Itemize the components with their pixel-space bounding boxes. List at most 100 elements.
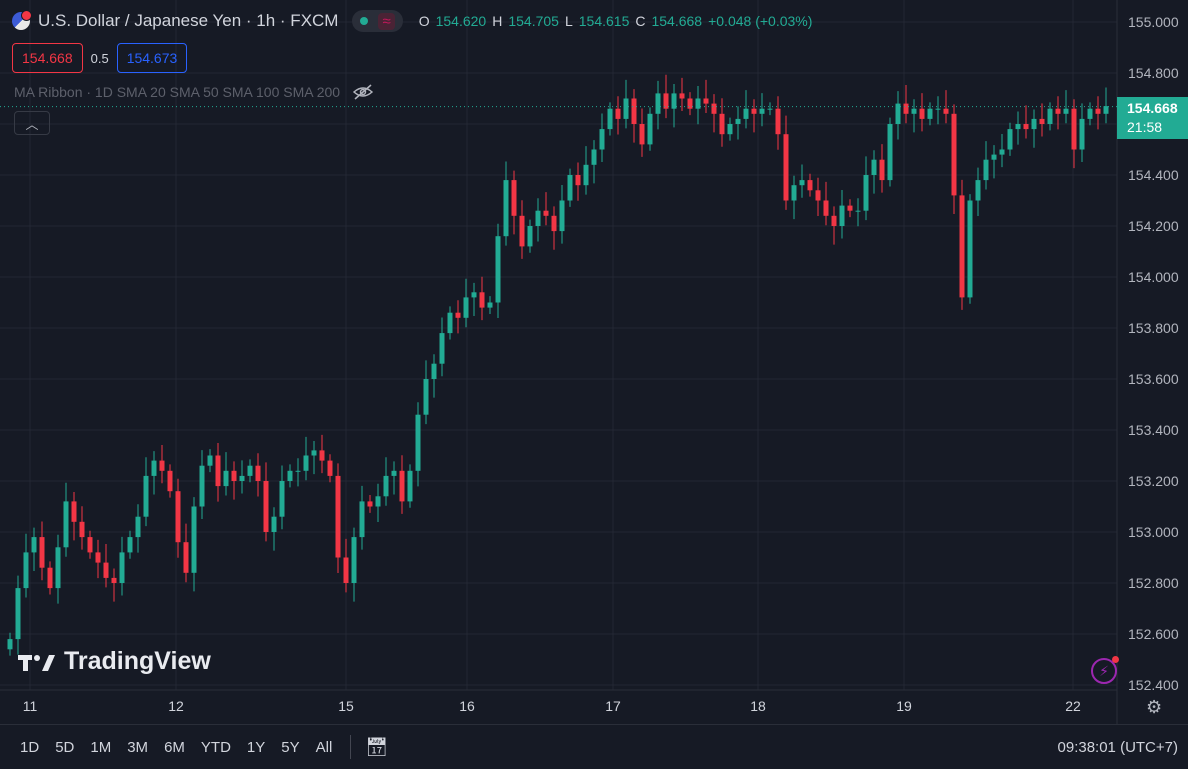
range-button-5d[interactable]: 5D [55,738,75,756]
candle [999,133,1005,168]
candle-body [887,124,893,181]
tradingview-logo[interactable]: TradingView [18,647,211,676]
candle-body [39,537,45,568]
candle-body [1103,106,1109,114]
candle-body [759,108,765,114]
bolt-icon[interactable]: ⚡ [1091,656,1119,684]
candle [519,200,525,259]
candle [7,632,13,656]
clock[interactable]: 09:38:01 (UTC+7) [1057,738,1178,756]
candle [447,306,453,340]
candle [831,206,837,245]
candle [311,440,317,475]
candle [239,460,245,494]
candle [839,190,845,239]
candle [175,478,181,558]
range-button-1m[interactable]: 1M [90,738,112,756]
candle [559,184,565,244]
candle [879,144,885,193]
candle-body [215,455,221,487]
candle [791,175,797,220]
candle [95,539,101,579]
candle-body [487,302,493,308]
candle [663,74,669,119]
candle-body [543,210,549,216]
candle [511,170,517,235]
ohlc-values: O 154.620 H 154.705 L 154.615 C 154.668 +0.0… [419,13,813,29]
candle-body [495,236,501,303]
collapse-legend-button[interactable]: ︿ [14,111,50,135]
candle-body [287,470,293,481]
candle-body [103,562,109,578]
candle-body [831,215,837,226]
buy-button[interactable]: 154.673 [116,43,188,73]
range-button-5y[interactable]: 5Y [281,738,300,756]
range-button-1y[interactable]: 1Y [246,738,266,756]
candle-body [391,470,397,476]
candle-body [559,200,565,232]
eye-hidden-icon[interactable] [352,84,374,100]
close-value: 154.668 [651,13,703,29]
wave-icon: ≈ [378,12,395,30]
time-tick-label: 22 [1065,698,1081,714]
range-button-ytd[interactable]: YTD [200,738,231,756]
calendar-icon[interactable]: 📅︎ [365,736,389,757]
time-axis[interactable]: 11 12 15 16 17 18 19 22 [23,698,1081,714]
candle-body [367,501,373,507]
candle-body [303,455,309,471]
candle [463,278,469,328]
candle [63,482,69,557]
candle [679,77,685,111]
candle [143,457,149,527]
candle [455,300,461,334]
candle-body [423,379,429,415]
indicator-legend[interactable]: MA Ribbon · 1D SMA 20 SMA 50 SMA 100 SMA… [14,84,374,100]
candle [255,453,261,497]
range-button-1d[interactable]: 1D [20,738,40,756]
price-tick-label: 155.000 [1128,14,1179,30]
candle [415,402,421,487]
market-status-pill[interactable]: ≈ [352,10,403,32]
candle-body [583,164,589,186]
candle-body [7,639,13,650]
price-tick-label: 153.600 [1128,371,1179,387]
candle [167,464,173,498]
gear-icon[interactable]: ⚙ [1146,697,1163,717]
candle [471,282,477,317]
range-button-6m[interactable]: 6M [164,738,185,756]
candle [631,89,637,143]
price-axis[interactable]: 152.400 152.600 152.800 153.000 153.200 153.4… [1128,14,1179,693]
candle [375,483,381,523]
candle-body [55,547,61,589]
sell-button[interactable]: 154.668 [12,43,83,73]
market-open-dot-icon [360,17,369,25]
bottom-toolbar: 1D 5D 1M 3M 6M YTD 1Y 5Y All 📅︎ 09:38:01 (UTC+7) [0,724,1188,769]
candle [655,80,661,130]
symbol-title[interactable]: U.S. Dollar / Japanese Yen · 1h · FXCM [38,11,339,30]
candle-body [247,465,253,476]
candle [391,461,397,495]
candle [55,534,61,604]
candle-body [175,491,181,543]
candle [279,465,285,530]
candle-body [839,205,845,226]
candle [855,198,861,227]
candlestick-chart[interactable]: 152.400 152.600 152.800 153.000 153.200 153.4… [0,0,1188,724]
candle [303,436,309,481]
range-button-3m[interactable]: 3M [127,738,149,756]
candle [1103,87,1109,124]
price-tick-label: 154.800 [1128,65,1179,81]
candle-body [599,129,605,150]
range-button-all[interactable]: All [315,738,333,756]
time-tick-label: 16 [459,698,475,714]
candle [287,464,293,488]
candle-body [799,180,805,186]
candle-body [359,501,365,538]
candle-body [879,159,885,181]
candle [135,504,141,553]
candle [1087,102,1093,126]
candle [47,561,53,595]
candle [487,296,493,314]
high-value: 154.705 [508,13,559,29]
candle-body [639,124,645,145]
